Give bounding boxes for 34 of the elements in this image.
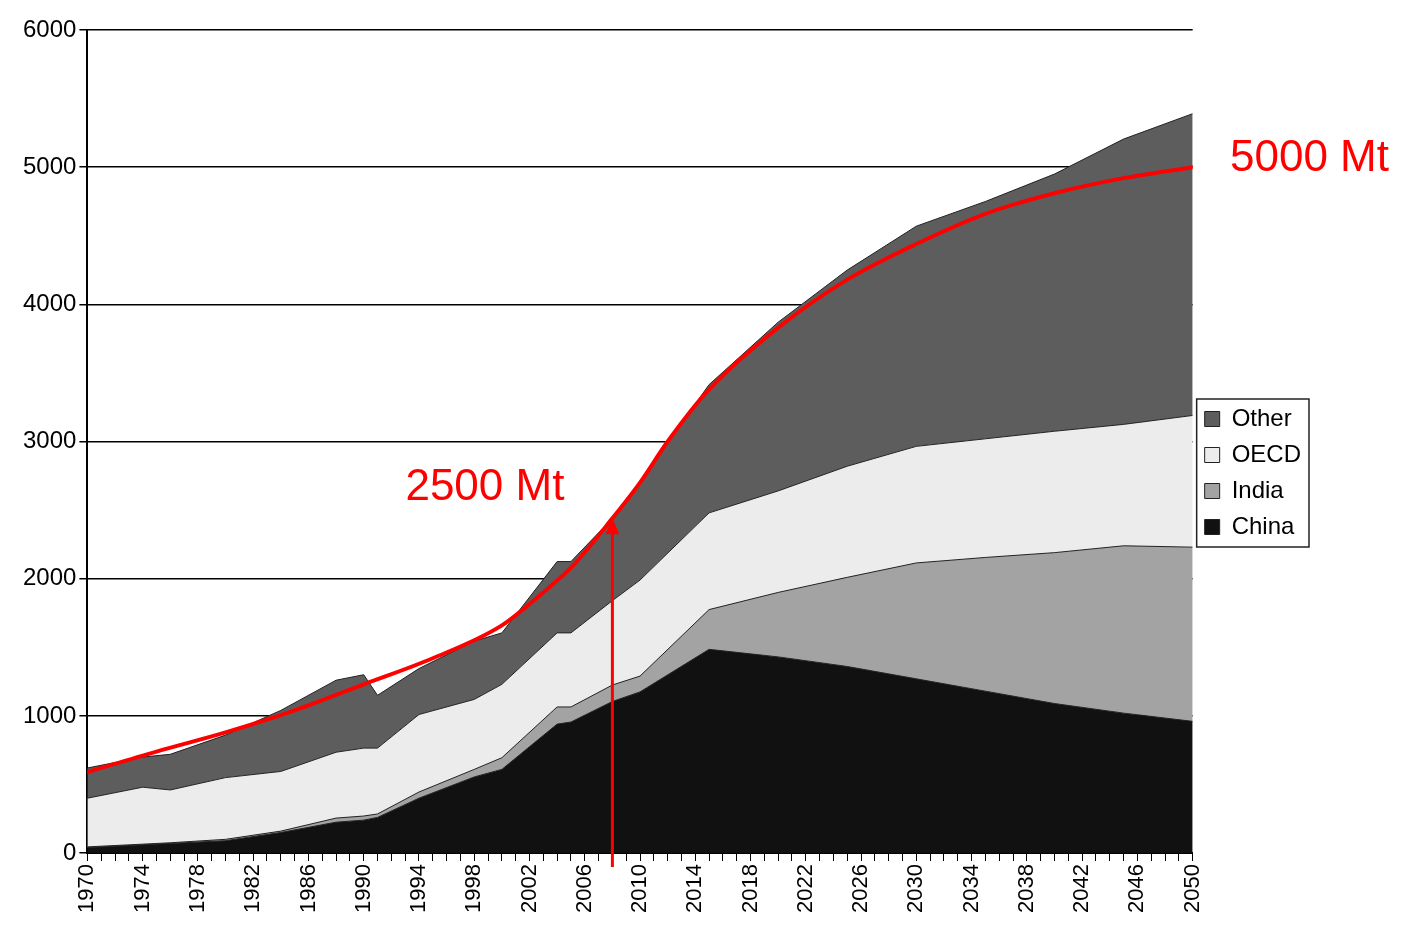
x-tick-label: 2030 xyxy=(902,864,928,914)
x-tick-label: 1978 xyxy=(183,864,209,914)
x-tick-label: 2006 xyxy=(570,864,596,914)
legend-label: Other xyxy=(1231,403,1292,431)
x-tick-label: 2046 xyxy=(1123,864,1149,914)
x-tick-label: 2010 xyxy=(626,864,652,914)
x-tick-label: 2002 xyxy=(515,864,541,914)
x-tick-label: 1998 xyxy=(460,864,486,914)
legend-label: China xyxy=(1231,511,1296,539)
x-tick-label: 2018 xyxy=(736,864,762,914)
x-tick-label: 2042 xyxy=(1068,864,1094,914)
y-tick-label: 0 xyxy=(63,837,77,865)
y-tick-label: 1000 xyxy=(23,700,77,728)
x-tick-label: 2014 xyxy=(681,864,707,914)
y-tick-label: 2000 xyxy=(23,563,77,591)
annotation: 2500 Mt xyxy=(405,460,565,510)
x-tick-label: 2022 xyxy=(791,864,817,914)
x-tick-label: 1994 xyxy=(405,864,431,914)
x-tick-label: 2038 xyxy=(1012,864,1038,914)
x-tick-label: 1990 xyxy=(349,864,375,914)
x-tick-label: 1974 xyxy=(128,864,154,914)
y-tick-label: 6000 xyxy=(23,14,77,42)
annotation: 5000 Mt xyxy=(1230,131,1389,181)
x-tick-label: 1970 xyxy=(73,864,99,914)
legend-label: India xyxy=(1231,475,1285,503)
y-tick-label: 5000 xyxy=(23,151,77,179)
x-tick-label: 2026 xyxy=(847,864,873,914)
x-tick-label: 2050 xyxy=(1178,864,1204,914)
x-tick-label: 1986 xyxy=(294,864,320,914)
legend-label: OECD xyxy=(1231,439,1301,467)
x-tick-label: 1982 xyxy=(239,864,265,914)
y-tick-label: 4000 xyxy=(23,288,77,316)
y-tick-label: 3000 xyxy=(23,426,77,454)
x-tick-label: 2034 xyxy=(957,864,983,914)
